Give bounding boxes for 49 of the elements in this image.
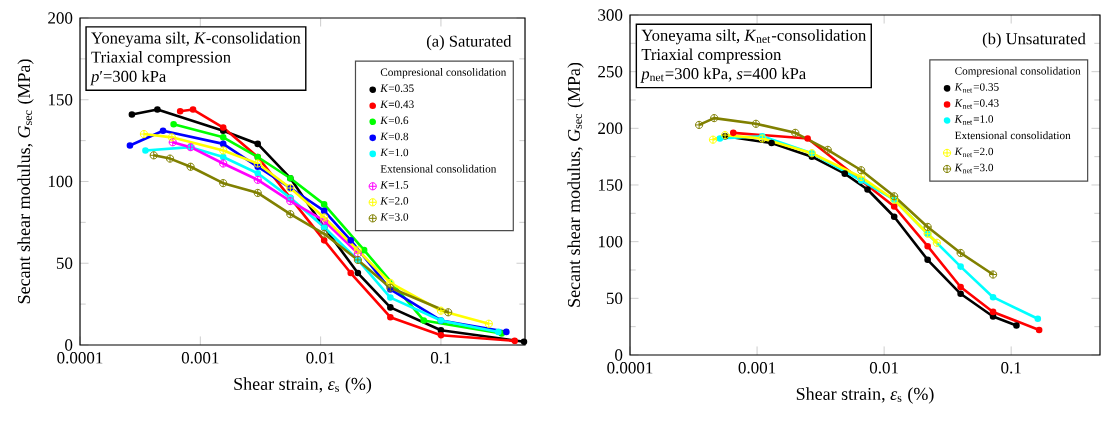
annotation: p′=300 kPa	[90, 70, 167, 86]
y-tick-label: 50	[606, 292, 623, 305]
annotation: Extensional consolidation	[954, 131, 1071, 140]
x-axis-title: Shear strain, ε$_{s}$ (%)	[796, 387, 934, 404]
y-axis-title: Secant shear modulus, G$_{sec}$ (MPa)	[567, 62, 584, 307]
x-tick-label: 0.1	[430, 352, 451, 364]
y-tick-label: 300	[598, 9, 623, 21]
annotation: Triaxial compression	[641, 48, 782, 64]
legend-label: K$_{net}$=2.0	[954, 147, 994, 158]
y-tick-label: 100	[598, 235, 623, 248]
legend-label: K=1.0	[380, 148, 409, 157]
annotation: Yoneyama silt, K-consolidation	[91, 31, 301, 47]
annotation: (a) Saturated	[426, 35, 512, 51]
x-axis-title: Shear strain, ε$_{s}$ (%)	[234, 377, 372, 394]
legend-label: K=0.8	[380, 132, 409, 141]
legend-label: K$_{net}$=0.43	[954, 99, 999, 109]
y-tick-label: 150	[598, 179, 623, 191]
legend-label: K=0.35	[380, 84, 414, 93]
x-tick-label: 0.001	[738, 362, 776, 374]
x-tick-label: 0.0001	[57, 352, 103, 364]
y-tick-label: 250	[598, 65, 623, 78]
annotation: Compresional consolidation	[955, 66, 1081, 77]
legend-label: K=2.0	[380, 197, 409, 205]
y-tick-label: 0	[615, 349, 623, 361]
annotation: Compresional consolidation	[380, 68, 507, 79]
legend-label: K=1.5	[380, 181, 409, 189]
annotation: Yoneyama silt, K$_{net}$-consolidation	[641, 29, 867, 45]
legend-label: K$_{net}$=3.0	[954, 163, 994, 174]
y-tick-label: 50	[56, 257, 73, 269]
y-tick-label: 100	[48, 175, 73, 188]
x-tick-label: 0.1	[1001, 362, 1021, 374]
x-tick-label: 0.001	[181, 352, 219, 364]
y-tick-label: 200	[598, 122, 623, 135]
legend-label: K=3.0	[380, 213, 409, 221]
annotation: (b) Unsaturated	[982, 32, 1086, 48]
legend-label: K$_{net}$=1.0	[954, 115, 994, 125]
annotation: p$_{net}$=300 kPa, s=400 kPa	[640, 67, 806, 83]
annotation: Extensional consolidation	[380, 164, 497, 173]
y-axis-title: Secant shear modulus, G$_{sec}$ (MPa)	[17, 59, 34, 304]
annotation: Triaxial compression	[91, 51, 231, 67]
legend-label: K=0.43	[380, 100, 414, 109]
legend-label: K$_{net}$=0.35	[954, 83, 999, 93]
x-tick-label: 0.01	[306, 352, 335, 364]
y-tick-label: 150	[48, 94, 73, 106]
y-tick-label: 0	[65, 339, 73, 351]
y-tick-label: 200	[48, 12, 73, 24]
x-tick-label: 0.01	[869, 362, 898, 374]
legend-label: K=0.6	[380, 116, 409, 125]
x-tick-label: 0.0001	[607, 362, 653, 374]
